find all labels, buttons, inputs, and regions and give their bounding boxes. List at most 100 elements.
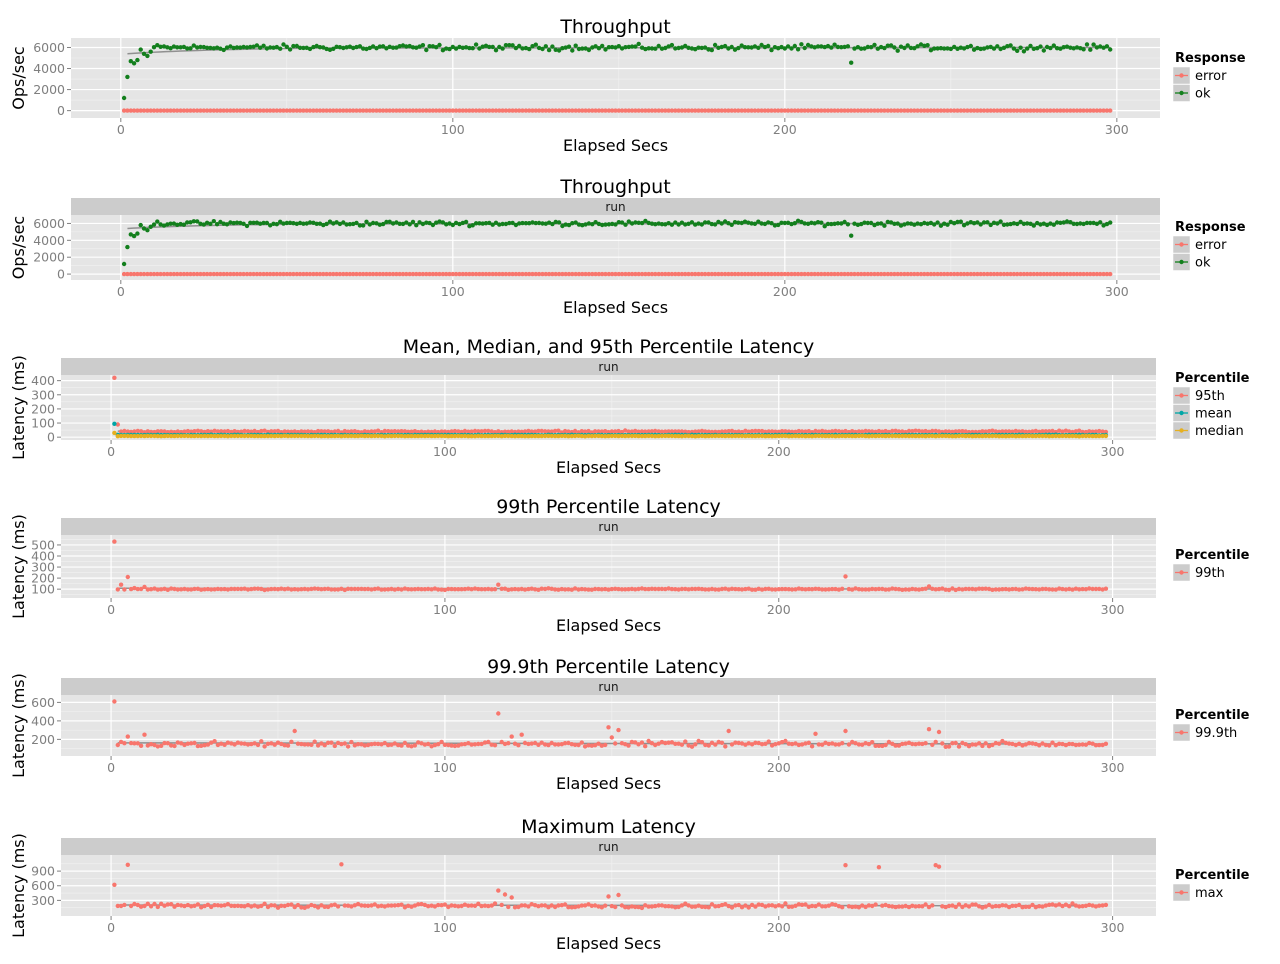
data-point-ok — [574, 44, 578, 48]
data-point-99.9th — [333, 744, 337, 748]
data-point-99.9th — [930, 743, 934, 747]
data-point-99.9th — [767, 739, 771, 743]
y-tick-label: 2000 — [33, 82, 65, 97]
x-tick-label: 0 — [117, 284, 125, 299]
x-axis-title: Elapsed Secs — [563, 298, 668, 317]
data-point-99.9th — [259, 739, 263, 743]
x-axis-title: Elapsed Secs — [563, 136, 668, 155]
data-point-max — [152, 902, 156, 906]
data-point-max — [156, 905, 160, 909]
data-point-99.9th — [840, 741, 844, 745]
data-point-median — [1104, 434, 1108, 438]
chart-title: 99.9th Percentile Latency — [487, 656, 730, 678]
facet-strip-label: run — [598, 840, 618, 854]
chart-title: Throughput — [559, 16, 670, 38]
legend-key-point — [1179, 393, 1183, 397]
data-point-ok — [125, 245, 129, 249]
x-tick-label: 300 — [1101, 920, 1125, 935]
x-tick-label: 300 — [1105, 284, 1129, 299]
data-point-99.9th — [142, 733, 146, 737]
facet-strip-label: run — [598, 680, 618, 694]
data-point-99.9th — [680, 743, 684, 747]
x-axis-title: Elapsed Secs — [556, 774, 661, 793]
legend-key-point — [1179, 570, 1183, 574]
y-axis-title: Latency (ms) — [9, 514, 28, 619]
data-point-ok — [527, 47, 531, 51]
chart-title: Mean, Median, and 95th Percentile Latenc… — [403, 336, 814, 358]
data-point-ok — [139, 223, 143, 227]
data-point-99th — [493, 587, 497, 591]
data-point-ok — [414, 223, 418, 227]
data-point-ok — [500, 46, 504, 50]
data-point-error — [1108, 272, 1112, 276]
x-axis-title: Elapsed Secs — [556, 616, 661, 635]
data-point-99.9th — [643, 744, 647, 748]
y-tick-label: 300 — [31, 893, 55, 908]
data-point-99.9th — [510, 734, 514, 738]
data-point-max — [930, 903, 934, 907]
y-tick-label: 500 — [31, 537, 55, 552]
data-point-ok — [494, 48, 498, 52]
data-point-max — [873, 902, 877, 906]
legend-label-95th: 95th — [1195, 389, 1225, 404]
data-point-99th — [496, 583, 500, 587]
data-point-ok — [135, 58, 139, 62]
x-axis-title: Elapsed Secs — [556, 458, 661, 477]
data-point-99.9th — [212, 739, 216, 743]
data-point-99.9th — [954, 741, 958, 745]
data-point-mean — [112, 422, 116, 426]
data-point-99.9th — [810, 744, 814, 748]
y-tick-label: 6000 — [33, 40, 65, 55]
data-point-ok — [424, 48, 428, 52]
legend-key-point — [1179, 411, 1183, 415]
data-point-99.9th — [256, 743, 260, 747]
data-point-99.9th — [343, 741, 347, 745]
data-point-99.9th — [329, 741, 333, 745]
data-point-error — [1108, 108, 1112, 112]
data-point-99.9th — [506, 741, 510, 745]
data-point-ok — [557, 220, 561, 224]
data-point-ok — [1105, 44, 1109, 48]
data-point-ok — [547, 48, 551, 52]
data-point-99.9th — [984, 741, 988, 745]
data-point-ok — [474, 42, 478, 46]
data-point-max — [510, 895, 514, 899]
legend-title: Percentile — [1175, 548, 1250, 563]
data-point-ok — [849, 234, 853, 238]
x-tick-label: 0 — [107, 602, 115, 617]
data-point-99.9th — [934, 740, 938, 744]
data-point-99th — [112, 539, 116, 543]
data-point-max — [603, 904, 607, 908]
data-point-ok — [1081, 47, 1085, 51]
data-point-ok — [471, 46, 475, 50]
y-tick-label: 200 — [31, 401, 55, 416]
data-point-99th — [126, 575, 130, 579]
legend-key-point — [1179, 730, 1183, 734]
chart-title: Maximum Latency — [521, 816, 696, 838]
data-point-ok — [570, 48, 574, 52]
data-point-99.9th — [116, 743, 120, 747]
data-point-99.9th — [720, 741, 724, 745]
legend-label-99th: 99th — [1195, 566, 1225, 581]
data-point-99.9th — [139, 744, 143, 748]
data-point-99.9th — [496, 711, 500, 715]
data-point-ok — [846, 44, 850, 48]
y-tick-label: 4000 — [33, 233, 65, 248]
data-point-99.9th — [807, 741, 811, 745]
data-point-ok — [796, 47, 800, 51]
data-point-ok — [769, 48, 773, 52]
data-point-max — [840, 905, 844, 909]
data-point-99.9th — [520, 733, 524, 737]
data-point-ok — [361, 223, 365, 227]
data-point-99.9th — [493, 743, 497, 747]
data-point-ok — [892, 45, 896, 49]
data-point-99.9th — [693, 742, 697, 746]
data-point-99th — [1104, 587, 1108, 591]
data-point-99.9th — [580, 740, 584, 744]
x-tick-label: 0 — [107, 444, 115, 459]
y-tick-label: 2000 — [33, 250, 65, 265]
